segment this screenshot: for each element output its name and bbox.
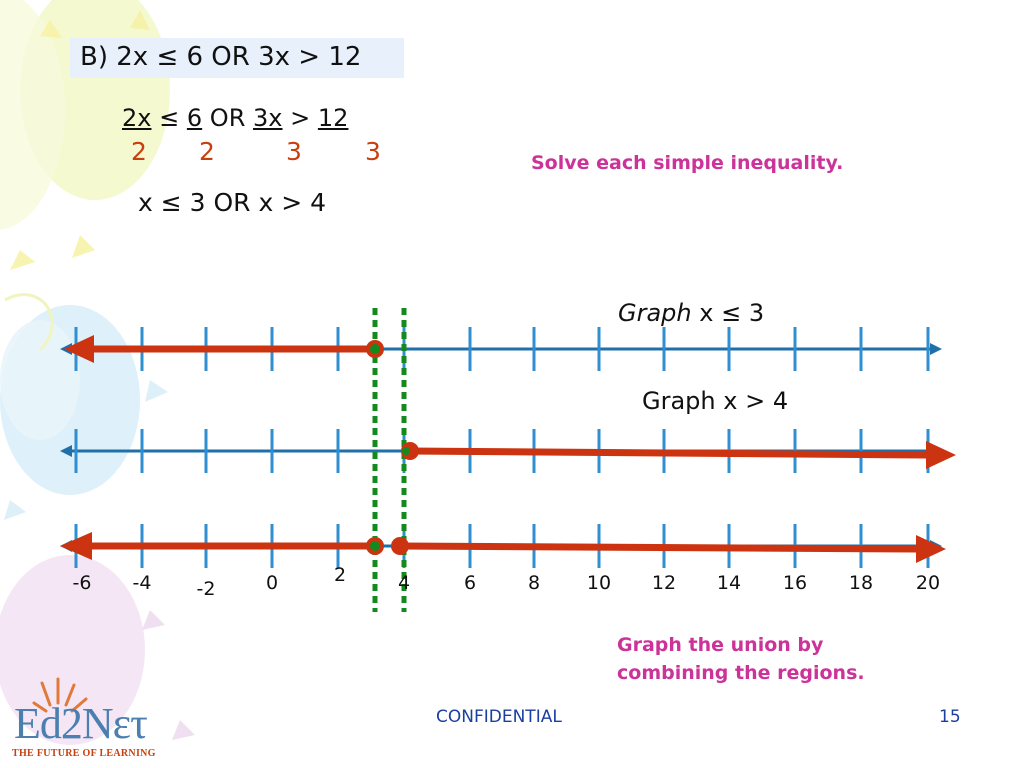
denominator-2-b: 2	[199, 137, 215, 166]
numerator-2x: 2x	[122, 104, 152, 132]
graph2-label: Graph x > 4	[642, 387, 789, 415]
union-closed-point-center	[370, 541, 380, 551]
tick-label: 14	[716, 572, 742, 594]
numerator-6: 6	[186, 104, 203, 132]
tick-label: -2	[196, 578, 216, 600]
union-open-point	[391, 537, 409, 555]
denominator-2-a: 2	[131, 137, 147, 166]
graph1-label-italic: Graph	[618, 299, 692, 327]
solved-inequality: x ≤ 3 OR x > 4	[138, 188, 327, 217]
tick-label: 6	[463, 572, 477, 594]
logo-hand-icon	[32, 677, 88, 713]
numerator-3x: 3x	[253, 104, 283, 132]
union-ray-right	[399, 542, 919, 553]
graph1-label-rest: x ≤ 3	[691, 299, 765, 327]
title-box	[70, 38, 404, 78]
tick-label: 20	[915, 572, 941, 594]
union-arrow-left	[60, 532, 92, 560]
note-union-line1: Graph the union by	[617, 634, 824, 656]
or-word: OR	[209, 104, 246, 132]
page-number: 15	[939, 707, 961, 727]
tick-label: 16	[782, 572, 808, 594]
denominator-3-b: 3	[365, 137, 381, 166]
tick-label: 8	[527, 572, 541, 594]
open-point-center	[402, 447, 410, 455]
denominator-3-a: 3	[286, 137, 302, 166]
axis-arrow-left	[60, 445, 72, 457]
fraction-numerator-row: 2x ≤ 6 OR 3x > 12	[122, 104, 348, 132]
tick-label: -6	[72, 572, 92, 594]
note-union: Graph the union by combining the regions…	[617, 631, 865, 687]
tick-label: 0	[265, 572, 279, 594]
op-gt: >	[290, 104, 311, 132]
shade-ray-right	[407, 447, 929, 459]
tick-label: 18	[848, 572, 874, 594]
axis-arrow-right	[930, 343, 942, 355]
tick-label: 10	[586, 572, 612, 594]
closed-point-center	[370, 344, 380, 354]
tick-label: 4	[397, 572, 411, 594]
logo-text: Ed2Nετ	[14, 699, 148, 748]
union-arrow-right	[916, 535, 946, 563]
note-solve: Solve each simple inequality.	[531, 152, 844, 174]
tick-label: 2	[333, 564, 347, 586]
tick-label: 12	[651, 572, 677, 594]
graph1-label: Graph x ≤ 3	[618, 299, 764, 327]
tick-label: -4	[132, 572, 152, 594]
numerator-12: 12	[317, 104, 349, 132]
slide-title: B) 2x ≤ 6 OR 3x > 12	[80, 42, 362, 72]
note-union-line2: combining the regions.	[617, 662, 865, 684]
op-le: ≤	[159, 104, 180, 132]
shade-arrow-right	[926, 441, 956, 469]
shade-arrow-left	[64, 335, 94, 363]
logo-tagline: THE FUTURE OF LEARNING	[12, 748, 156, 759]
footer-confidential: CONFIDENTIAL	[436, 707, 562, 727]
